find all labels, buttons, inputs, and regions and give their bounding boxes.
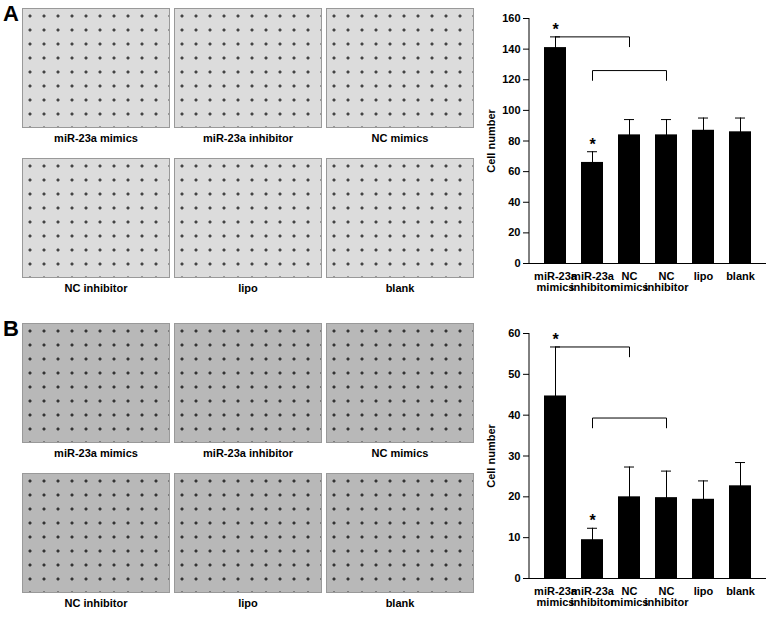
svg-text:NCmimics: NCmimics — [611, 270, 649, 293]
html-text:A: A — [3, 1, 19, 26]
svg-text:0: 0 — [514, 257, 520, 269]
svg-text:NCinhibitor: NCinhibitor — [645, 270, 690, 293]
svg-text:100: 100 — [502, 104, 520, 116]
svg-text:blank: blank — [726, 270, 756, 282]
svg-text:10: 10 — [508, 531, 520, 543]
html-text:NC inhibitor: NC inhibitor — [64, 597, 128, 609]
html-text:NC mimics: NC mimics — [371, 447, 429, 459]
html-text:NC mimics: NC mimics — [371, 132, 429, 144]
svg-text:*: * — [552, 21, 559, 38]
svg-text:lipo: lipo — [694, 585, 714, 597]
html-text:blank: blank — [385, 597, 415, 609]
svg-text:160: 160 — [502, 12, 520, 24]
svg-text:0: 0 — [514, 572, 520, 584]
svg-text:20: 20 — [508, 226, 520, 238]
svg-text:20: 20 — [508, 490, 520, 502]
html-text:miR-23a mimics: miR-23a mimics — [54, 447, 138, 459]
html-text:NC inhibitor: NC inhibitor — [64, 282, 128, 294]
svg-text:*: * — [589, 512, 596, 529]
svg-text:30: 30 — [508, 450, 520, 462]
html-text:lipo: lipo — [238, 597, 258, 609]
svg-text:miR-23ainhibitor: miR-23ainhibitor — [571, 270, 616, 293]
svg-text:40: 40 — [508, 196, 520, 208]
svg-text:NCinhibitor: NCinhibitor — [645, 585, 690, 608]
svg-text:blank: blank — [726, 585, 756, 597]
html-text:lipo: lipo — [238, 282, 258, 294]
svg-text:Cell number: Cell number — [485, 424, 497, 488]
svg-text:60: 60 — [508, 165, 520, 177]
svg-text:*: * — [589, 136, 596, 153]
svg-text:80: 80 — [508, 135, 520, 147]
html-text:blank: blank — [385, 282, 415, 294]
html-text:B: B — [3, 316, 19, 341]
svg-text:50: 50 — [508, 368, 520, 380]
html-text:miR-23a mimics: miR-23a mimics — [54, 132, 138, 144]
html-text:miR-23a inhibitor: miR-23a inhibitor — [203, 447, 293, 459]
svg-text:60: 60 — [508, 327, 520, 339]
svg-text:*: * — [552, 331, 559, 348]
svg-text:40: 40 — [508, 409, 520, 421]
svg-text:120: 120 — [502, 73, 520, 85]
svg-text:Cell number: Cell number — [485, 109, 497, 173]
html-text:mimics: mimics — [536, 596, 575, 609]
svg-text:140: 140 — [502, 43, 520, 55]
html-text:miR-23a inhibitor: miR-23a inhibitor — [203, 132, 293, 144]
html-text:mimics: mimics — [536, 281, 575, 294]
html-text:miR-23a: miR-23a — [534, 585, 577, 598]
svg-text:lipo: lipo — [694, 270, 714, 282]
svg-text:NCmimics: NCmimics — [611, 585, 649, 608]
html-text:miR-23a: miR-23a — [534, 270, 577, 283]
svg-text:miR-23ainhibitor: miR-23ainhibitor — [571, 585, 616, 608]
